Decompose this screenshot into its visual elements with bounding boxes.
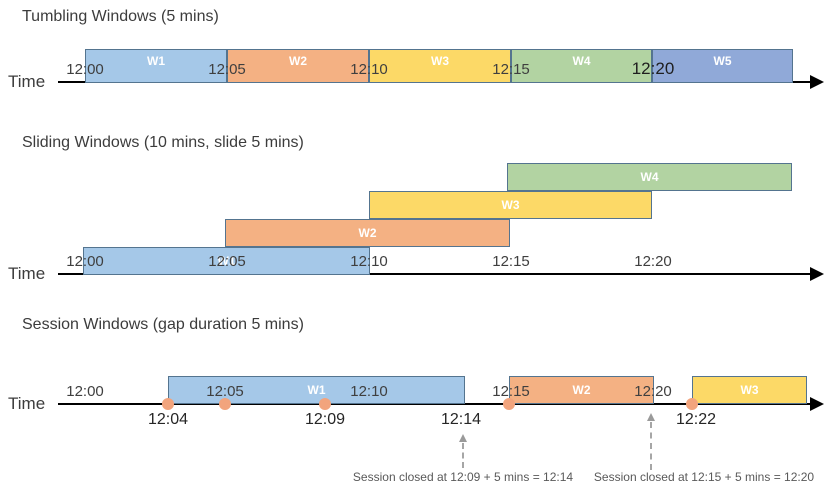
sliding-window-w3: W3 [369, 191, 652, 219]
event-dot [686, 398, 698, 410]
tick-label: 12:20 [631, 59, 675, 78]
session-section-title: Session Windows (gap duration 5 mins) [22, 316, 304, 333]
session-time-axis-label: Time [8, 394, 46, 413]
window-label: W3 [431, 54, 449, 68]
window-label: W2 [289, 54, 307, 68]
window-label: W2 [358, 226, 377, 240]
window-label: W4 [572, 54, 591, 68]
tumbling-axis-arrow-icon [810, 75, 824, 89]
tick-label: 12:15 [492, 61, 530, 78]
sliding-axis-arrow-icon [810, 267, 824, 281]
window-label: W3 [501, 198, 520, 212]
event-dot [219, 398, 231, 410]
tick-label: 12:10 [350, 383, 388, 400]
tick-label: 12:05 [206, 383, 244, 400]
event-time-label: 12:04 [147, 411, 189, 428]
tumbling-window-w5: W5 [652, 49, 793, 83]
sliding-section-title: Sliding Windows (10 mins, slide 5 mins) [22, 134, 304, 151]
session-window-w3: W3 [692, 376, 807, 404]
tick-label: 12:00 [66, 253, 104, 270]
callout-arrow-line [650, 422, 652, 470]
callout-arrow-icon [647, 413, 655, 421]
window-label: W3 [740, 383, 759, 397]
tick-label: 12:15 [492, 383, 530, 400]
session-closed-annotation: Session closed at 12:09 + 5 mins = 12:14 [352, 470, 574, 484]
tumbling-window-w3: W3 [369, 49, 511, 83]
tumbling-section-title: Tumbling Windows (5 mins) [22, 8, 219, 25]
tick-label: 12:05 [208, 253, 246, 270]
tick-label: 12:20 [634, 253, 672, 270]
event-time-label: 12:22 [675, 411, 717, 428]
tick-label: 12:15 [492, 253, 530, 270]
sliding-window-w4: W4 [507, 163, 792, 191]
tick-label: 12:00 [66, 61, 104, 78]
event-time-label: 12:09 [304, 411, 346, 428]
tick-label: 12:10 [350, 61, 388, 78]
session-window-w1: W1 [168, 376, 465, 404]
sliding-window-w2: W2 [225, 219, 510, 247]
event-dot [319, 398, 331, 410]
event-dot [162, 398, 174, 410]
tick-label: 12:05 [208, 61, 246, 78]
tick-label: 12:10 [350, 253, 388, 270]
window-label: W1 [307, 383, 326, 397]
window-label: W2 [572, 383, 591, 397]
sliding-window-w1: W1 [83, 247, 370, 275]
tick-label: 12:20 [634, 383, 672, 400]
sliding-time-axis-label: Time [8, 264, 46, 283]
session-axis-arrow-icon [810, 397, 824, 411]
tumbling-time-axis-label: Time [8, 72, 46, 91]
callout-arrow-line [462, 443, 464, 468]
window-label: W5 [713, 54, 732, 68]
session-window-w2: W2 [509, 376, 654, 404]
tumbling-window-w4: W4 [511, 49, 652, 83]
tumbling-window-w2: W2 [227, 49, 369, 83]
session-time-axis [58, 403, 810, 405]
window-label: W4 [640, 170, 659, 184]
tumbling-window-w1: W1 [85, 49, 227, 83]
tick-label: 12:00 [66, 383, 104, 400]
window-label: W1 [147, 54, 165, 68]
sliding-time-axis [58, 273, 810, 275]
event-time-label: 12:14 [440, 411, 482, 428]
window-label: W1 [217, 254, 236, 268]
callout-arrow-icon [459, 434, 467, 442]
session-closed-annotation: Session closed at 12:15 + 5 mins = 12:20 [593, 470, 815, 484]
event-dot [503, 398, 515, 410]
